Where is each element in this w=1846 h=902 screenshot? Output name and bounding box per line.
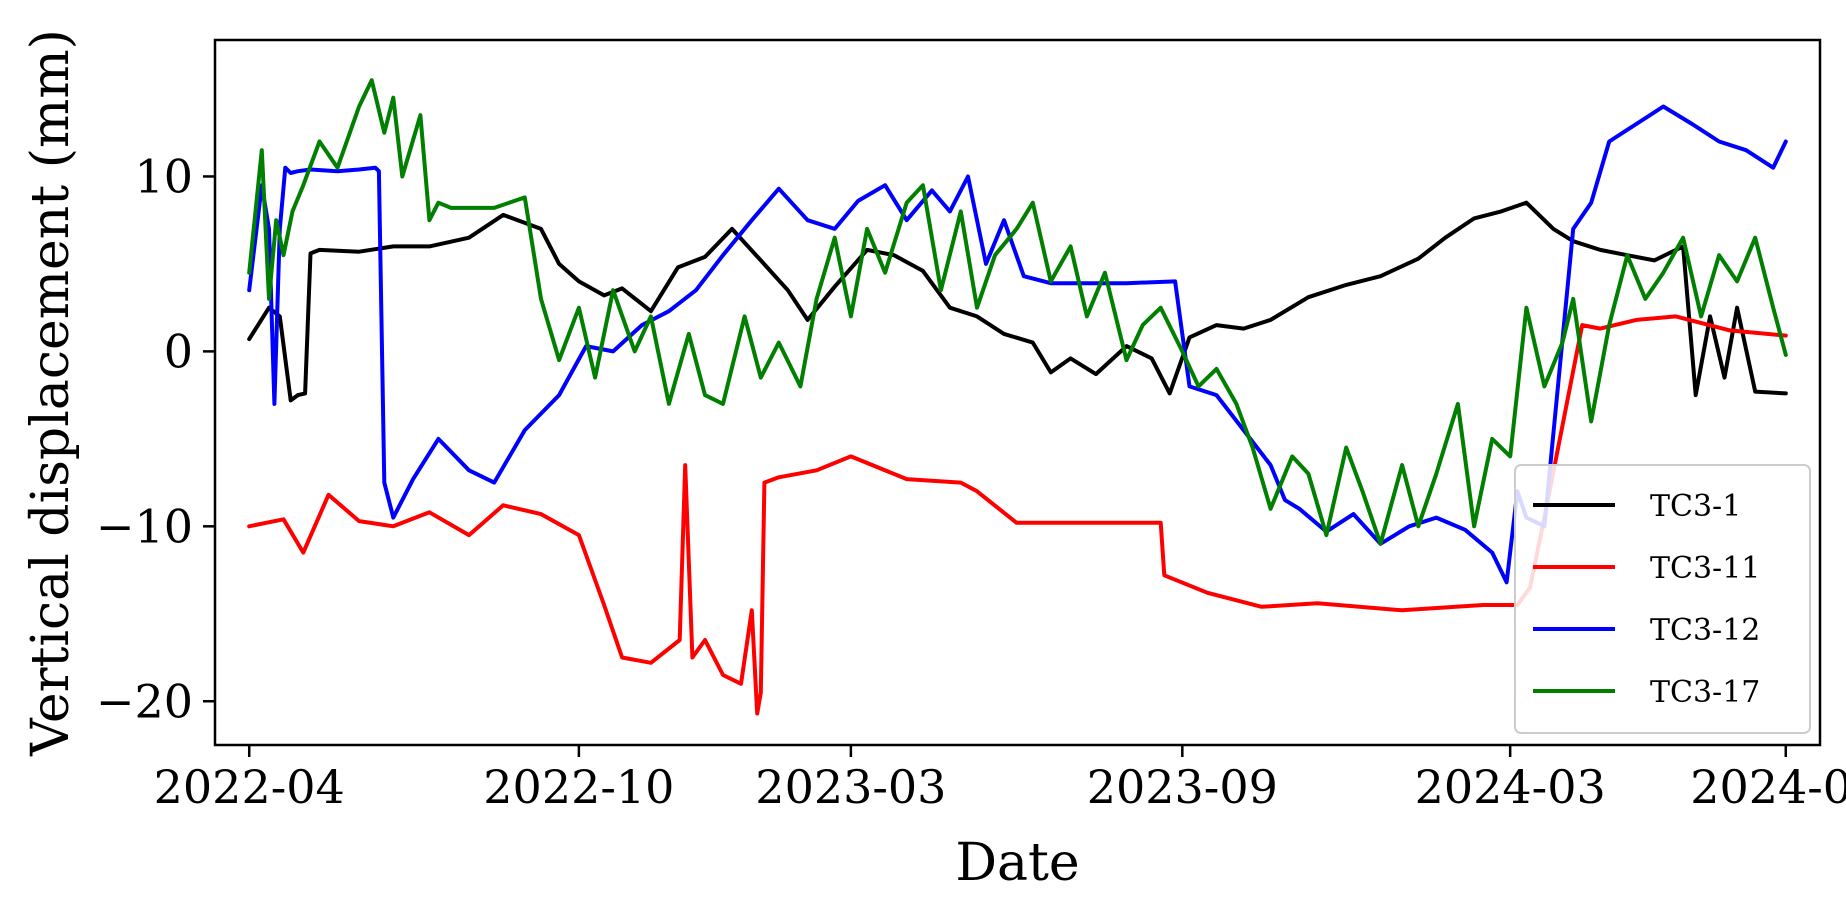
x-tick-label: 2024-08: [1690, 760, 1846, 814]
y-tick-label: −10: [96, 499, 193, 553]
legend-box: [1514, 464, 1811, 734]
x-axis: 2022-04 2022-10 2023-03 2023-09 2024-03 2024-…: [154, 745, 1846, 814]
x-tick-label: 2022-04: [154, 760, 345, 814]
y-axis: −20 −10 0 10: [96, 149, 215, 728]
x-axis-title: Date: [955, 833, 1079, 893]
legend-label: TC3-1: [1650, 489, 1741, 524]
x-tick-label: 2022-10: [483, 760, 674, 814]
legend-label: TC3-12: [1650, 613, 1760, 648]
x-tick-label: 2024-03: [1415, 760, 1606, 814]
series-line-tc3-17: [247, 78, 1788, 546]
legend: TC3-1 TC3-11 TC3-12 TC3-17: [1514, 464, 1811, 734]
y-axis-title: Vertical displacement (mm): [21, 29, 81, 757]
y-tick-label: 10: [134, 149, 193, 203]
y-tick-label: 0: [164, 324, 193, 378]
x-tick-label: 2023-09: [1087, 760, 1278, 814]
legend-label: TC3-17: [1650, 675, 1760, 710]
y-tick-label: −20: [96, 674, 193, 728]
series-line-tc3-1: [247, 200, 1788, 403]
legend-label: TC3-11: [1650, 551, 1760, 586]
x-tick-label: 2023-03: [755, 760, 946, 814]
plot-area-frame: [213, 38, 1822, 747]
